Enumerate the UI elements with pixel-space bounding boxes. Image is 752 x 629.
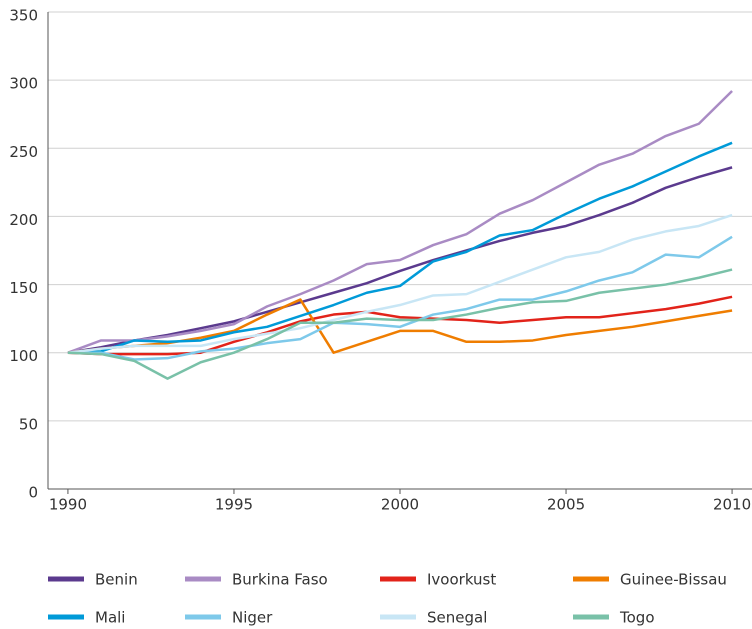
series-line [67, 268, 733, 380]
x-tick-label: 2005 [547, 496, 585, 514]
legend-label: Niger [232, 609, 273, 627]
series-line [67, 141, 733, 354]
y-tick-label: 200 [9, 211, 38, 229]
legend-label: Burkina Faso [232, 571, 328, 589]
x-tick-label: 1995 [215, 496, 253, 514]
series-line [67, 90, 733, 354]
legend-label: Ivoorkust [427, 571, 496, 589]
y-tick-label: 0 [28, 484, 38, 502]
y-tick-label: 250 [9, 143, 38, 161]
y-tick-label: 150 [9, 279, 38, 297]
legend-label: Togo [619, 609, 655, 627]
x-tick-label: 1990 [49, 496, 87, 514]
y-tick-label: 300 [9, 75, 38, 93]
legend-label: Guinee-Bissau [620, 571, 727, 589]
series-line [67, 213, 733, 354]
y-tick-label: 50 [19, 415, 38, 433]
x-tick-label: 2010 [713, 496, 751, 514]
legend-label: Benin [95, 571, 138, 589]
series-line [67, 295, 733, 356]
y-tick-label: 350 [9, 7, 38, 25]
legend-label: Mali [95, 609, 125, 627]
legend-label: Senegal [427, 609, 487, 627]
y-tick-label: 100 [9, 347, 38, 365]
series-line [67, 166, 733, 354]
series-line [67, 235, 733, 361]
x-tick-label: 2000 [381, 496, 419, 514]
